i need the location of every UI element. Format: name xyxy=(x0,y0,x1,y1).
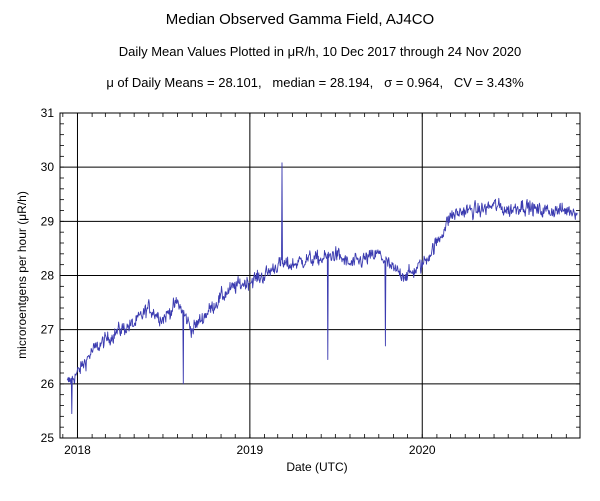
chart-subtitle: Daily Mean Values Plotted in μR/h, 10 De… xyxy=(119,44,522,59)
y-tick-label: 31 xyxy=(41,106,55,120)
daily-mean-line xyxy=(66,162,578,415)
y-axis-label: microroentgens per hour (μR/h) xyxy=(15,191,29,359)
y-tick-label: 29 xyxy=(41,214,55,228)
gridlines xyxy=(60,113,580,438)
plot-frame xyxy=(59,112,581,439)
x-tick-label: 2018 xyxy=(64,443,91,457)
y-tick-label: 27 xyxy=(41,323,55,337)
y-axis-tick-labels: 25 26 27 28 29 30 31 xyxy=(41,106,55,445)
y-tick-label: 26 xyxy=(41,377,55,391)
x-axis-label: Date (UTC) xyxy=(286,460,347,474)
y-tick-label: 28 xyxy=(41,269,55,283)
chart-statistics: μ of Daily Means = 28.101, median = 28.1… xyxy=(106,75,524,90)
data-series xyxy=(66,162,578,415)
x-axis-tick-labels: 2018 2019 2020 xyxy=(64,443,436,457)
x-tick-label: 2020 xyxy=(409,443,436,457)
y-tick-label: 30 xyxy=(41,160,55,174)
y-tick-label: 25 xyxy=(41,431,55,445)
chart-title: Median Observed Gamma Field, AJ4CO xyxy=(166,11,434,28)
x-tick-label: 2019 xyxy=(237,443,264,457)
